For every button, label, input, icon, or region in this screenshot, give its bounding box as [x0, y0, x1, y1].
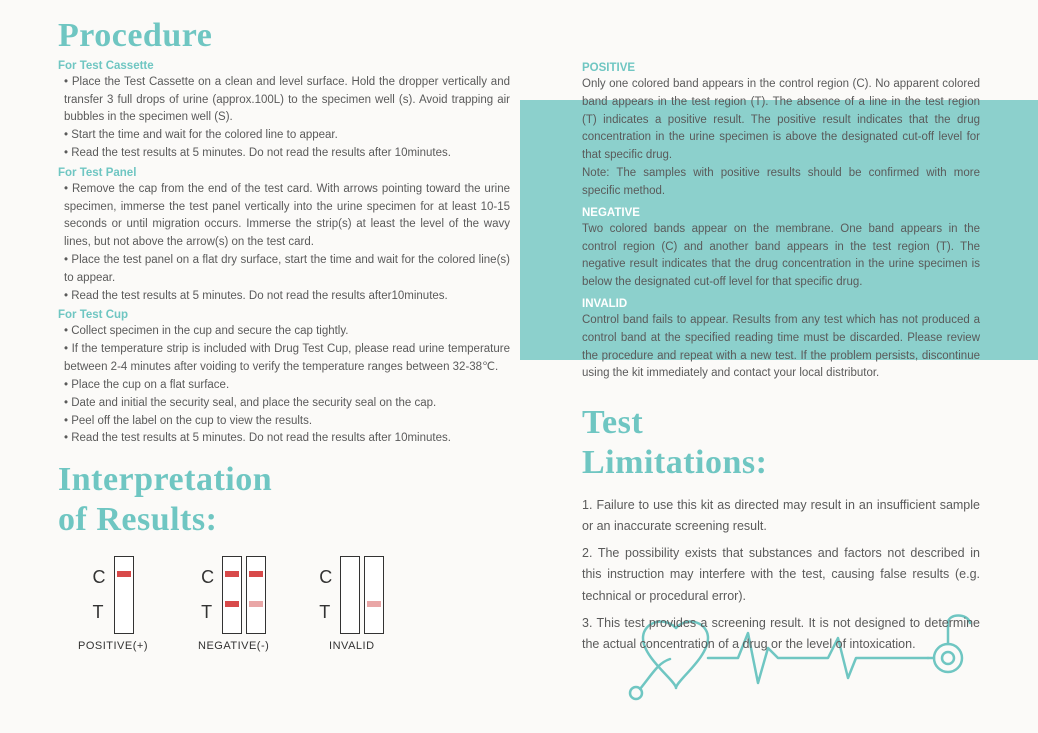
test-band-faint [249, 601, 263, 607]
panel-bullet: Read the test results at 5 minutes. Do n… [58, 288, 510, 306]
right-content: POSITIVE Only one colored band appears i… [582, 18, 980, 655]
limitations-title-line2: Limitations: [582, 445, 980, 481]
cassette-bullet: Read the test results at 5 minutes. Do n… [58, 145, 510, 163]
interpretation-title-line1: Interpretation [58, 462, 510, 498]
label-t: T [319, 602, 332, 623]
control-band [117, 571, 131, 577]
control-band [225, 571, 239, 577]
panel-heading: For Test Panel [58, 167, 510, 179]
cassette-bullet: Place the Test Cassette on a clean and l… [58, 74, 510, 127]
test-band-faint [367, 601, 381, 607]
ct-labels: C T [319, 567, 332, 623]
right-column: POSITIVE Only one colored band appears i… [520, 0, 1038, 733]
invalid-heading: INVALID [582, 298, 980, 310]
positive-note: Note: The samples with positive results … [582, 165, 980, 201]
negative-heading: NEGATIVE [582, 207, 980, 219]
cup-heading: For Test Cup [58, 309, 510, 321]
negative-group: C T NEGATIVE(-) [198, 556, 269, 652]
negative-label: NEGATIVE(-) [198, 640, 269, 652]
positive-heading: POSITIVE [582, 62, 980, 74]
invalid-strip-pair: C T [319, 556, 384, 634]
cup-bullet: If the temperature strip is included wit… [58, 341, 510, 377]
test-band [225, 601, 239, 607]
left-column: Procedure For Test Cassette Place the Te… [0, 0, 520, 733]
test-strip [246, 556, 266, 634]
cup-bullet: Date and initial the security seal, and … [58, 395, 510, 413]
label-c: C [201, 567, 214, 588]
invalid-group: C T INVALID [319, 556, 384, 652]
interpretation-title-line2: of Results: [58, 502, 510, 538]
label-c: C [93, 567, 106, 588]
cassette-heading: For Test Cassette [58, 60, 510, 72]
test-strip [340, 556, 360, 634]
invalid-body: Control band fails to appear. Results fr… [582, 312, 980, 383]
cup-bullet: Peel off the label on the cup to view th… [58, 413, 510, 431]
panel-bullet: Place the test panel on a flat dry surfa… [58, 252, 510, 288]
invalid-label: INVALID [329, 640, 374, 652]
ct-labels: C T [93, 567, 106, 623]
test-strip [114, 556, 134, 634]
cup-bullet: Place the cup on a flat surface. [58, 377, 510, 395]
label-c: C [319, 567, 332, 588]
negative-double-strip [222, 556, 266, 634]
ct-labels: C T [201, 567, 214, 623]
positive-group: C T POSITIVE(+) [78, 556, 148, 652]
test-strip [364, 556, 384, 634]
control-band [249, 571, 263, 577]
panel-bullet: Remove the cap from the end of the test … [58, 181, 510, 252]
negative-strip-pair: C T [201, 556, 266, 634]
cup-bullet: Collect specimen in the cup and secure t… [58, 323, 510, 341]
limitation-item: 3. This test provides a screening result… [582, 613, 980, 656]
cup-bullet: Read the test results at 5 minutes. Do n… [58, 430, 510, 448]
positive-body: Only one colored band appears in the con… [582, 76, 980, 165]
limitations-title-line1: Test [582, 405, 980, 441]
positive-strip-pair: C T [93, 556, 134, 634]
label-t: T [93, 602, 106, 623]
page: Procedure For Test Cassette Place the Te… [0, 0, 1038, 733]
results-diagram: C T POSITIVE(+) C T [78, 556, 510, 652]
limitation-item: 1. Failure to use this kit as directed m… [582, 495, 980, 538]
test-strip [222, 556, 242, 634]
negative-body: Two colored bands appear on the membrane… [582, 221, 980, 292]
limitation-item: 2. The possibility exists that substance… [582, 543, 980, 607]
label-t: T [201, 602, 214, 623]
invalid-double-strip [340, 556, 384, 634]
cassette-bullet: Start the time and wait for the colored … [58, 127, 510, 145]
positive-label: POSITIVE(+) [78, 640, 148, 652]
procedure-title: Procedure [58, 18, 510, 54]
